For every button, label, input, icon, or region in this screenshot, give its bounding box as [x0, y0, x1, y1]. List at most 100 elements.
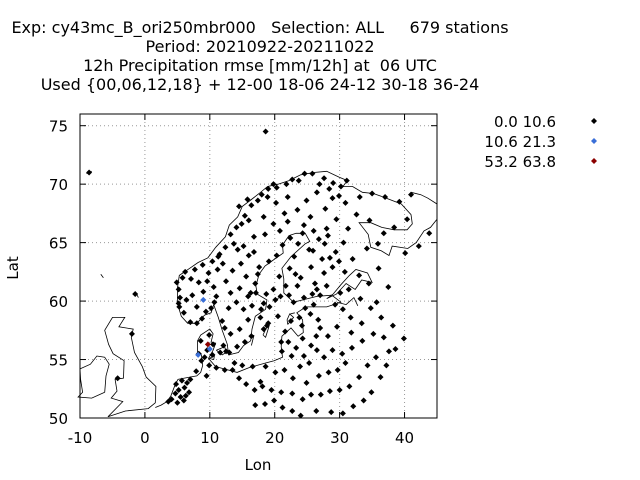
- station-marker: [288, 353, 295, 360]
- legend-marker: [591, 138, 597, 144]
- station-marker: [375, 265, 382, 272]
- station-marker: [329, 347, 336, 354]
- x-tick-label: 0: [140, 429, 150, 447]
- station-marker: [307, 213, 314, 220]
- station-marker: [353, 211, 360, 218]
- station-marker: [201, 354, 208, 361]
- station-marker: [329, 195, 336, 202]
- station-marker: [199, 315, 206, 322]
- station-marker: [324, 333, 331, 340]
- station-marker: [284, 218, 291, 225]
- station-marker: [308, 264, 315, 271]
- y-tick-label: 50: [49, 410, 68, 428]
- station-marker: [350, 403, 357, 410]
- y-tick-label: 70: [49, 176, 68, 194]
- station-marker: [356, 374, 363, 381]
- station-marker: [234, 343, 241, 350]
- chart-title-line-3: 12h Precipitation rmse [mm/12h] at 06 UT…: [83, 56, 437, 75]
- station-marker: [223, 278, 230, 285]
- x-tick-label: 20: [265, 429, 284, 447]
- station-marker: [206, 346, 213, 353]
- station-marker: [282, 328, 289, 335]
- station-marker: [262, 363, 269, 370]
- station-marker: [240, 306, 247, 313]
- station-marker: [310, 247, 317, 254]
- station-marker: [219, 260, 226, 267]
- y-axis-label: Lat: [4, 256, 22, 280]
- station-marker: [187, 275, 194, 282]
- station-marker: [334, 323, 341, 330]
- station-marker: [227, 330, 234, 337]
- station-marker: [252, 280, 259, 287]
- station-marker: [208, 305, 215, 312]
- legend-label: 0.0 10.6: [494, 113, 556, 131]
- station-marker: [233, 299, 240, 306]
- station-marker: [282, 282, 289, 289]
- station-marker: [213, 293, 220, 300]
- station-marker: [221, 324, 228, 331]
- station-marker: [317, 391, 324, 398]
- station-marker: [286, 292, 293, 299]
- station-marker: [294, 206, 301, 213]
- station-marker: [367, 305, 374, 312]
- station-marker: [380, 334, 387, 341]
- legend-marker: [591, 118, 597, 124]
- station-marker: [363, 245, 370, 252]
- station-marker: [179, 274, 186, 281]
- station-marker: [247, 289, 254, 296]
- station-marker: [273, 199, 280, 206]
- station-marker: [197, 337, 204, 344]
- station-marker: [369, 190, 376, 197]
- station-marker: [114, 375, 121, 382]
- station-marker: [276, 227, 283, 234]
- station-marker: [254, 197, 261, 204]
- station-marker: [189, 292, 196, 299]
- station-marker: [250, 248, 257, 255]
- station-marker: [233, 224, 240, 231]
- station-marker: [198, 357, 205, 364]
- station-marker: [272, 369, 279, 376]
- station-marker: [248, 333, 255, 340]
- legend: 0.0 10.6 10.6 21.3 53.2 63.8: [484, 113, 597, 171]
- station-marker: [300, 294, 307, 301]
- station-marker: [273, 184, 280, 191]
- station-marker: [172, 390, 179, 397]
- station-marker: [364, 362, 371, 369]
- station-marker: [337, 183, 344, 190]
- station-marker: [308, 391, 315, 398]
- station-marker: [175, 286, 182, 293]
- station-marker: [180, 309, 187, 316]
- station-marker: [165, 398, 172, 405]
- station-marker: [254, 271, 261, 278]
- station-marker: [313, 347, 320, 354]
- station-marker: [276, 273, 283, 280]
- station-marker: [374, 240, 381, 247]
- station-marker: [333, 216, 340, 223]
- station-marker: [378, 314, 385, 321]
- station-marker: [223, 348, 230, 355]
- station-marker: [221, 367, 228, 374]
- station-marker: [335, 258, 342, 265]
- station-marker: [357, 295, 364, 302]
- station-marker: [335, 192, 342, 199]
- coastline: [410, 191, 438, 205]
- station-marker: [181, 384, 188, 391]
- station-marker: [313, 189, 320, 196]
- station-marker: [389, 322, 396, 329]
- station-marker: [265, 258, 272, 265]
- station-marker: [173, 381, 180, 388]
- station-marker: [86, 169, 93, 176]
- chart-title-line-1: Exp: cy43mc_B_ori250mbr000 Selection: AL…: [11, 18, 509, 37]
- station-marker: [343, 177, 350, 184]
- station-marker: [330, 179, 337, 186]
- station-marker: [174, 399, 181, 406]
- station-marker: [279, 404, 286, 411]
- station-marker: [313, 407, 320, 414]
- station-marker: [270, 220, 277, 227]
- station-marker: [284, 194, 291, 201]
- station-marker: [229, 267, 236, 274]
- station-marker: [236, 375, 243, 382]
- station-marker: [204, 341, 211, 348]
- station-marker: [316, 181, 323, 188]
- station-marker: [300, 353, 307, 360]
